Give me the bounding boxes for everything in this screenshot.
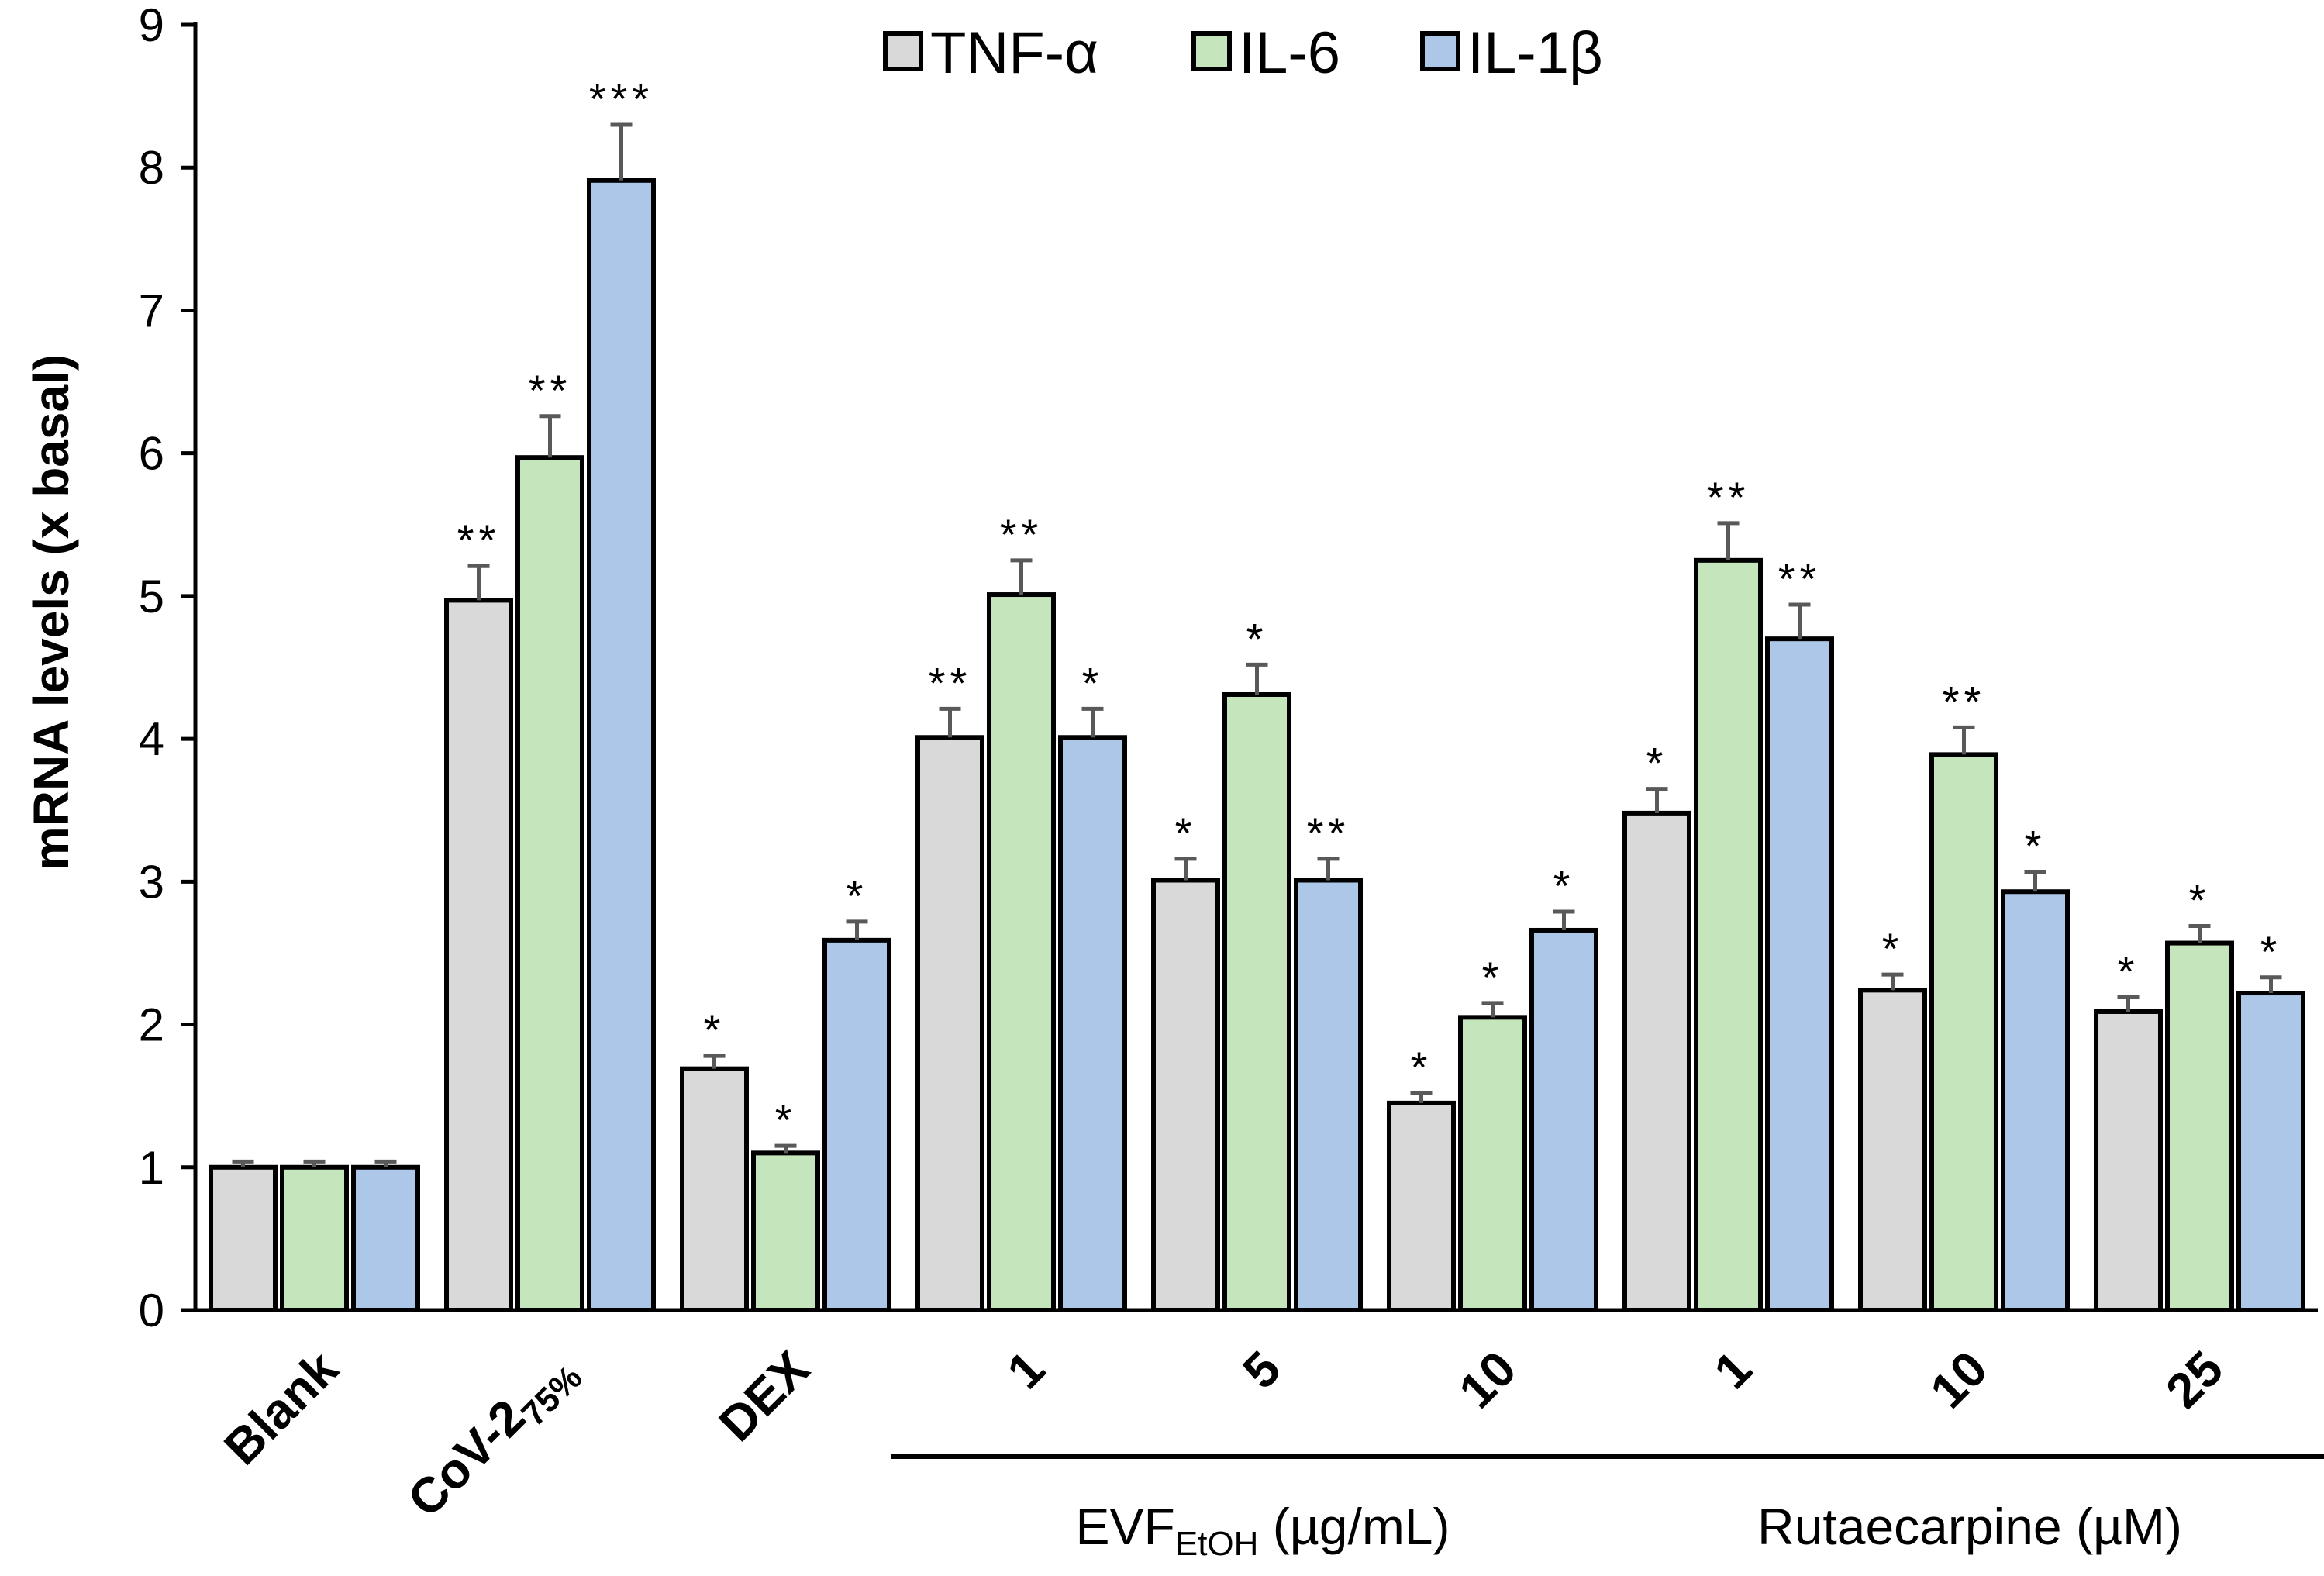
significance-mark: * xyxy=(1646,739,1668,788)
significance-mark: ** xyxy=(929,658,972,707)
bar xyxy=(915,735,984,1312)
category-label-group: Blank xyxy=(213,1340,348,1475)
group-label-suffix: (µg/mL) xyxy=(1258,1498,1450,1555)
bar xyxy=(1294,878,1363,1312)
significance-mark: ** xyxy=(1707,473,1750,522)
category-label: 25 xyxy=(2155,1340,2233,1419)
significance-mark: ** xyxy=(1778,554,1822,603)
legend-label: TNF-α xyxy=(930,20,1098,86)
y-tick-label: 3 xyxy=(139,856,164,908)
significance-mark: * xyxy=(1246,614,1268,663)
significance-mark: * xyxy=(1482,953,1504,1002)
y-tick-label: 5 xyxy=(139,571,164,622)
bar xyxy=(987,592,1056,1312)
legend-label: IL-6 xyxy=(1239,20,1340,86)
category-label-group: 1 xyxy=(996,1340,1055,1399)
category-label: 5 xyxy=(1232,1340,1291,1399)
y-tick-label: 8 xyxy=(139,142,164,194)
group-label: EVFEtOH (µg/mL) xyxy=(1076,1498,1450,1563)
significance-mark: * xyxy=(2260,927,2282,976)
category-label-group: 25 xyxy=(2155,1340,2233,1419)
category-label-group: 1 xyxy=(1703,1340,1762,1399)
category-label: CoV-275% xyxy=(397,1340,590,1533)
bar xyxy=(1458,1015,1527,1313)
bar xyxy=(822,937,891,1313)
category-label: DEX xyxy=(708,1340,819,1452)
legend-swatch xyxy=(883,31,923,71)
bar xyxy=(209,1164,278,1313)
bar xyxy=(2001,889,2070,1312)
y-tick-label: 6 xyxy=(139,428,164,480)
bar xyxy=(1529,927,1598,1312)
significance-mark: ** xyxy=(1307,809,1350,857)
legend-swatch xyxy=(1420,31,1460,71)
bar xyxy=(1694,557,1763,1312)
bar xyxy=(515,455,584,1312)
category-label: 10 xyxy=(1919,1340,1998,1419)
legend-swatch xyxy=(1191,31,1232,71)
category-label: 1 xyxy=(996,1340,1055,1399)
category-label: 10 xyxy=(1448,1340,1526,1419)
significance-mark: ** xyxy=(1000,510,1043,559)
category-label: 1 xyxy=(1703,1340,1762,1399)
y-tick-label: 0 xyxy=(139,1285,164,1336)
category-label-main: CoV-2 xyxy=(397,1388,536,1527)
bar xyxy=(751,1150,820,1313)
bar xyxy=(280,1164,349,1313)
bar xyxy=(587,178,656,1312)
significance-mark: * xyxy=(2189,875,2211,924)
bar xyxy=(2236,991,2305,1312)
y-tick-label: 4 xyxy=(139,713,164,765)
category-label-group: 5 xyxy=(1232,1340,1291,1399)
y-tick-label: 7 xyxy=(139,285,164,336)
bar xyxy=(1622,810,1691,1312)
y-tick-label: 9 xyxy=(139,0,164,51)
significance-mark: *** xyxy=(589,74,653,123)
significance-mark: * xyxy=(1411,1043,1433,1091)
significance-mark: * xyxy=(1175,809,1197,857)
category-label-group: DEX xyxy=(708,1340,819,1452)
group-label-main: Rutaecarpine (µM) xyxy=(1757,1498,2182,1555)
significance-mark: * xyxy=(2025,821,2046,870)
bar xyxy=(1858,988,1927,1312)
group-label-subscript: EtOH xyxy=(1175,1525,1259,1563)
significance-mark: ** xyxy=(457,516,501,564)
bar xyxy=(1222,692,1291,1312)
bar xyxy=(680,1066,749,1312)
bar xyxy=(2165,940,2234,1312)
significance-mark: * xyxy=(1082,658,1104,707)
significance-mark: * xyxy=(775,1095,797,1144)
significance-mark: ** xyxy=(529,366,572,415)
y-axis-label: mRNA levels (x basal) xyxy=(23,354,79,871)
significance-mark: * xyxy=(2118,947,2140,996)
significance-mark: * xyxy=(1882,924,1904,973)
significance-mark: ** xyxy=(1943,677,1986,726)
bar xyxy=(1387,1100,1456,1313)
group-label: Rutaecarpine (µM) xyxy=(1757,1498,2182,1555)
bar xyxy=(1765,636,1834,1312)
y-tick-label: 1 xyxy=(139,1142,164,1194)
bar xyxy=(1058,735,1127,1312)
y-tick-label: 2 xyxy=(139,999,164,1051)
bar xyxy=(1151,878,1220,1312)
group-label-main: EVF xyxy=(1076,1498,1175,1555)
category-label: Blank xyxy=(213,1340,348,1475)
category-label-group: 10 xyxy=(1919,1340,1998,1419)
bar xyxy=(2094,1009,2163,1313)
significance-mark: * xyxy=(704,1005,726,1054)
legend-label: IL-1β xyxy=(1467,20,1603,86)
bar xyxy=(351,1164,420,1313)
significance-mark: * xyxy=(1553,861,1575,910)
significance-mark: * xyxy=(847,871,868,920)
bar xyxy=(1929,752,1998,1312)
bar xyxy=(444,598,513,1312)
category-label-group: CoV-275% xyxy=(397,1340,590,1533)
category-label-group: 10 xyxy=(1448,1340,1526,1419)
